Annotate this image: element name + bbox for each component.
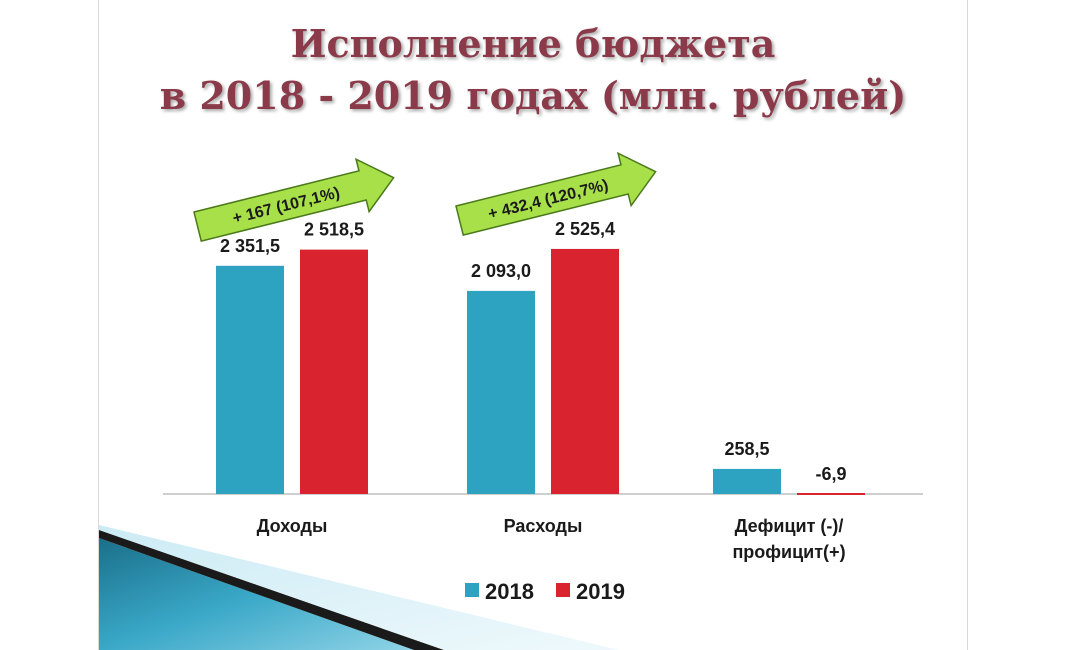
category-label: Доходы [257,516,328,536]
data-label: 2 518,5 [304,220,364,240]
slide: Исполнение бюджета в 2018 - 2019 годах (… [98,0,968,650]
category-label: Расходы [504,516,583,536]
title-line-1: Исполнение бюджета [290,21,776,66]
data-label: 2 093,0 [471,261,531,281]
data-label: -6,9 [815,464,846,484]
arrow-shape [455,151,657,237]
data-label: 2 351,5 [220,236,280,256]
bar-2019-1 [300,249,368,494]
legend-swatch-2018 [465,583,479,597]
arrow-shape [193,157,395,243]
chart-title: Исполнение бюджета в 2018 - 2019 годах (… [99,18,967,122]
bar-2018-2 [467,290,535,494]
bar-2018-1 [216,265,284,494]
legend-label-2018: 2018 [485,579,534,604]
data-label: 2 525,4 [555,219,615,239]
decorative-stripes [99,525,619,650]
data-label: 258,5 [724,439,769,459]
category-label: профицит(+) [732,542,845,562]
legend-swatch-2019 [556,583,570,597]
bar-2019-3 [797,493,865,495]
legend-label-2019: 2019 [576,579,625,604]
bar-chart: 2 351,5 2 093,0 258,5 2 518,5 2 525,4 -6,9 Дох… [163,151,923,604]
category-label: Дефицит (-)/ [735,516,844,536]
bar-2018-3 [713,468,781,494]
title-line-2: в 2018 - 2019 годах (млн. рублей) [159,73,907,118]
bar-2019-2 [551,248,619,494]
